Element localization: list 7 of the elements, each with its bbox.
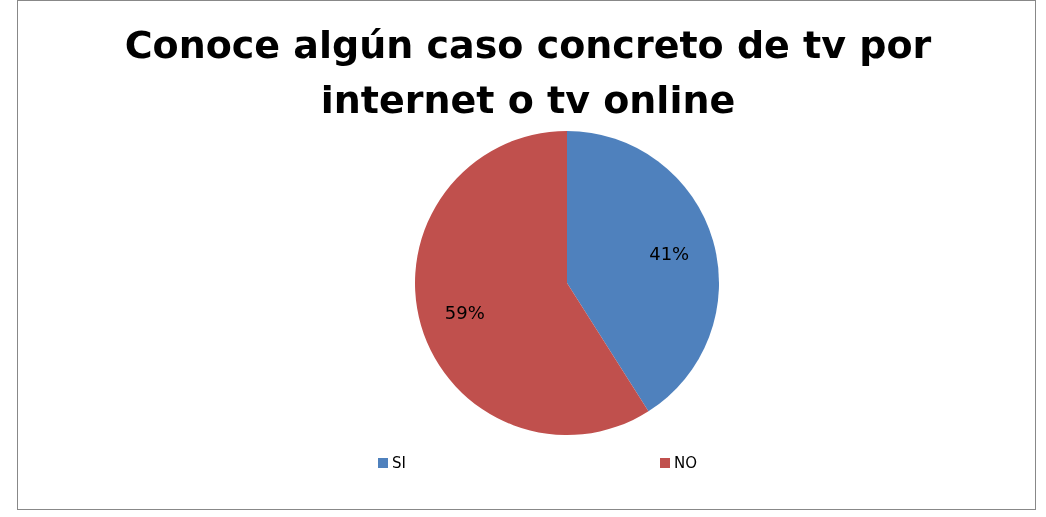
data-label: 59% [444, 301, 485, 323]
data-label: 41% [649, 242, 690, 264]
chart-title: Conoce algún caso concreto de tv por internet o tv online [124, 23, 932, 122]
pie-slice [415, 131, 649, 435]
pie-slice [567, 131, 719, 412]
legend-label: NO [674, 454, 698, 473]
legend-label: SI [392, 454, 406, 473]
